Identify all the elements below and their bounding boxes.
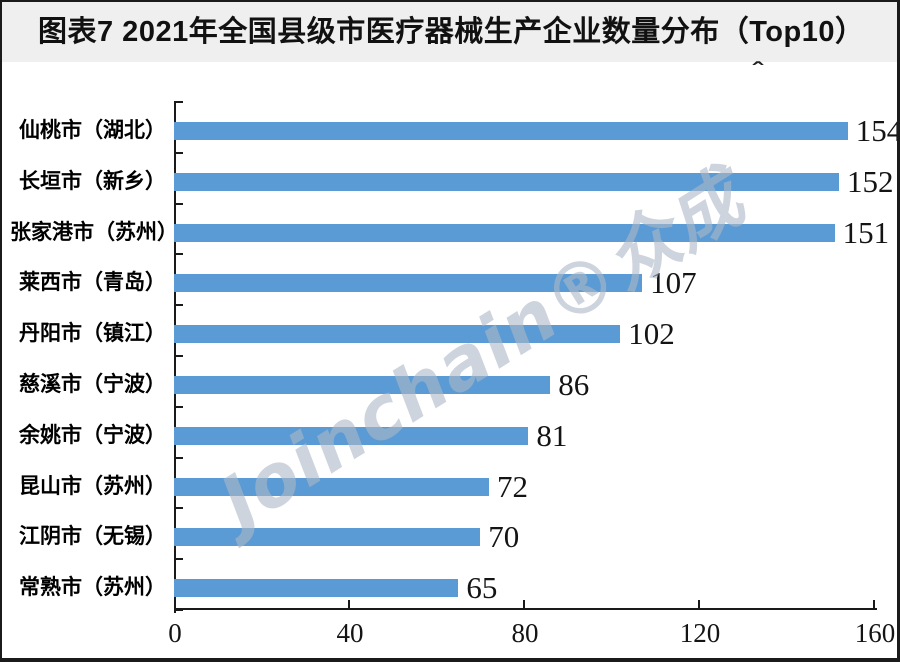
category-label: 莱西市（青岛） (19, 271, 166, 295)
value-label: 107 (650, 265, 697, 301)
y-axis-tick (174, 609, 183, 611)
bar (174, 528, 481, 547)
watermark: Joinchain®众成 (205, 155, 759, 545)
x-axis-tick-label: 120 (679, 618, 721, 648)
value-label: 81 (536, 417, 568, 453)
x-axis-tick-label: 0 (168, 618, 182, 648)
x-axis-tick (348, 600, 350, 609)
y-axis-tick (174, 558, 183, 561)
x-axis-tick (698, 600, 700, 609)
category-label: 江阴市（无锡） (19, 525, 166, 549)
y-axis-tick (174, 456, 183, 459)
bar (174, 274, 643, 293)
category-label: 慈溪市（宁波） (19, 373, 166, 396)
value-label: 65 (466, 570, 498, 606)
y-axis-line (174, 102, 176, 613)
bar (174, 477, 489, 496)
x-axis-tick-label: 160 (854, 618, 896, 648)
title-band: 图表7 2021年全国县级市医疗器械生产企业数量分布（Top10） (2, 2, 897, 62)
bar (174, 223, 835, 242)
category-label: 长垣市（新乡） (19, 169, 166, 193)
value-label: 86 (558, 367, 590, 402)
category-label: 张家港市（苏州） (10, 220, 178, 244)
y-axis-tick (174, 151, 183, 154)
bar (174, 426, 529, 445)
y-axis-tick (174, 304, 183, 307)
bar (174, 376, 551, 394)
category-label: 常熟市（苏州） (19, 576, 166, 600)
y-axis-tick (174, 405, 183, 408)
bar (174, 579, 459, 598)
x-axis-tick-label: 40 (336, 618, 364, 648)
x-axis-tick (523, 600, 525, 609)
category-label: 丹阳市（镇江） (19, 322, 166, 346)
x-axis-tick-label: 80 (511, 618, 539, 648)
y-axis-tick (174, 507, 183, 510)
value-label: 102 (628, 316, 675, 352)
value-label: 72 (497, 468, 528, 504)
x-axis-line (174, 608, 877, 610)
value-label: 70 (488, 519, 520, 555)
y-axis-tick (174, 253, 183, 256)
y-axis-tick (174, 355, 183, 357)
y-axis-tick (174, 101, 183, 103)
value-label: 152 (847, 163, 894, 199)
bar (174, 172, 839, 191)
stray-artifact-mark: ˆ (752, 58, 763, 83)
value-label: 151 (842, 214, 890, 250)
bar (174, 122, 848, 140)
category-label: 昆山市（苏州） (19, 474, 166, 498)
chart-title: 图表7 2021年全国县级市医疗器械生产企业数量分布（Top10） (38, 16, 865, 48)
bar (174, 325, 621, 344)
y-axis-tick (174, 202, 183, 205)
x-axis-tick (873, 600, 875, 609)
category-label: 仙桃市（湖北） (19, 119, 166, 142)
category-label: 余姚市（宁波） (19, 423, 166, 447)
value-label: 154 (855, 113, 900, 148)
